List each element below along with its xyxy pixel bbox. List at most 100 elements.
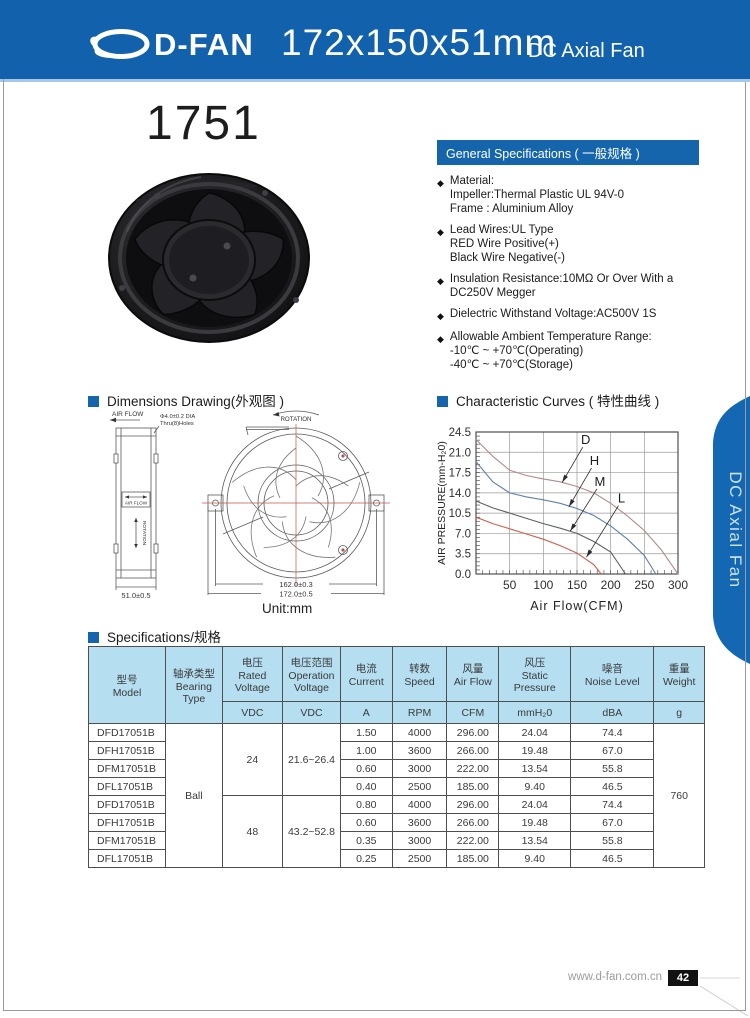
page-edge-left xyxy=(3,79,4,1010)
spec-line: Frame : Aluminium Alloy xyxy=(449,203,574,215)
spec-line: Insulation Resistance:10MΩ Or Over With … xyxy=(449,273,674,285)
diamond-bullet-icon: ◆ xyxy=(437,178,444,188)
current-cell: 1.50 xyxy=(339,723,393,742)
diamond-bullet-icon: ◆ xyxy=(437,276,444,286)
hole-note-line2: Thru(8)Holes xyxy=(160,421,194,427)
model-cell: DFH17051B xyxy=(88,741,166,760)
fan-photo xyxy=(108,173,310,343)
column-header-speed: 转数 Speed xyxy=(391,646,448,702)
spec-line: -10℃ ~ +70℃(Operating) xyxy=(449,345,584,357)
table-header: 型号 Model 轴承类型 Bearing Type 电压 Rated Voltage 电压… xyxy=(88,646,705,724)
x-tick-label: 100 xyxy=(533,578,553,592)
column-header-en: Speed xyxy=(404,675,435,688)
curve-label-L: L xyxy=(618,491,625,506)
static-pressure-cell: 9.40 xyxy=(498,849,572,868)
spec-item-lines: Insulation Resistance:10MΩ Or Over With … xyxy=(450,272,673,300)
speed-cell: 2500 xyxy=(391,777,448,796)
side-tab-label: DC Axial Fan xyxy=(726,471,745,588)
dimensions-section-title: Dimensions Drawing(外观图 ) xyxy=(88,390,284,410)
dfan-logo-icon xyxy=(90,29,150,59)
specifications-table: 型号 Model 轴承类型 Bearing Type 电压 Rated Voltage 电压… xyxy=(88,646,705,868)
spec-item-lines: Dielectric Withstand Voltage:AC500V 1S xyxy=(450,307,656,323)
dimensions-drawing: AIR FLOW Φ4.0±0.2 DIA Thru(8)Holes AIR F… xyxy=(110,410,390,600)
column-header-cn: 电流 xyxy=(355,662,377,675)
specifications-section-title: Specifications/规格 xyxy=(88,626,221,646)
operation-voltage-cell: 43.2~52.8 xyxy=(282,795,341,868)
footer-corner-lines xyxy=(699,977,749,1017)
column-header-cn: 转数 xyxy=(409,662,431,675)
footer-website[interactable]: www.d-fan.com.cn xyxy=(568,971,662,983)
column-header-en: Operation Voltage xyxy=(288,669,335,694)
spec-line: Lead Wires:UL Type xyxy=(449,224,554,236)
air-flow-label: AIR FLOW xyxy=(112,411,144,418)
speed-cell: 3000 xyxy=(391,831,448,850)
spec-line: -40℃ ~ +70℃(Storage) xyxy=(449,359,573,371)
column-unit: g xyxy=(653,701,705,724)
airflow-cell: 222.00 xyxy=(446,759,500,778)
model-cell: DFL17051B xyxy=(88,849,166,868)
airflow-cell: 222.00 xyxy=(446,831,500,850)
static-pressure-cell: 13.54 xyxy=(498,759,572,778)
x-tick-label: 300 xyxy=(668,578,688,592)
static-pressure-cell: 9.40 xyxy=(498,777,572,796)
operation-voltage-cell: 21.6~26.4 xyxy=(282,723,341,796)
column-header-rated-voltage: 电压 Rated Voltage xyxy=(221,646,284,702)
curve-label-arrowhead xyxy=(562,474,568,483)
column-header-en: Weight xyxy=(662,675,696,688)
noise-cell: 55.8 xyxy=(570,759,655,778)
rated-voltage-cell: 24 xyxy=(221,723,284,796)
curve-L xyxy=(475,516,602,575)
model-cell: DFD17051B xyxy=(88,723,166,742)
noise-cell: 46.5 xyxy=(570,849,655,868)
column-header-cn: 电压范围 xyxy=(290,656,333,669)
current-cell: 1.00 xyxy=(339,741,393,760)
table-header-row-names: 型号 Model 轴承类型 Bearing Type 电压 Rated Voltage 电压… xyxy=(88,646,705,724)
curve-M xyxy=(475,500,626,575)
current-cell: 0.40 xyxy=(339,777,393,796)
table-body: DFD17051B Ball 24 21.6~26.4 1.50 4000 296.00 24… xyxy=(88,723,705,868)
curve-H xyxy=(475,461,657,575)
column-header-cn: 重量 xyxy=(668,662,690,675)
curve-label-leader xyxy=(569,488,598,532)
static-pressure-cell: 24.04 xyxy=(498,795,572,814)
dim-outer-label: 172.0±0.5 xyxy=(279,590,312,599)
column-header-en: Model xyxy=(112,686,142,699)
front-view-drawing: ROTATION xyxy=(202,410,390,599)
x-tick-label: 50 xyxy=(503,578,517,592)
airflow-cell: 296.00 xyxy=(446,795,500,814)
curve-label-arrowhead xyxy=(568,499,575,507)
static-pressure-cell: 19.48 xyxy=(498,741,572,760)
column-header-air-flow: 风量 Air Flow xyxy=(446,646,500,702)
current-cell: 0.25 xyxy=(339,849,393,868)
column-header-current: 电流 Current xyxy=(339,646,393,702)
general-specifications-title: General Specifications ( 一般规格 ) xyxy=(437,140,699,165)
dimensions-title-text: Dimensions Drawing(外观图 ) xyxy=(107,394,285,409)
column-header-en: Static Pressure xyxy=(513,669,556,694)
y-tick-label: 21.0 xyxy=(449,447,471,459)
page-edge-bottom xyxy=(3,1010,746,1011)
column-header-cn: 电压 xyxy=(241,656,263,669)
spec-line: Impeller:Thermal Plastic UL 94V-0 xyxy=(449,189,624,201)
spec-item-lines: Lead Wires:UL Type RED Wire Positive(+) Bl… xyxy=(450,223,565,265)
spec-line: Black Wire Negative(-) xyxy=(449,252,565,264)
spec-item: ◆ Dielectric Withstand Voltage:AC500V 1S xyxy=(437,307,709,323)
table-row: DFD17051B Ball 24 21.6~26.4 1.50 4000 296.00 24… xyxy=(88,723,705,868)
column-header-cn: 轴承类型 xyxy=(172,667,215,680)
curve-label-arrowhead xyxy=(570,523,577,532)
table-row: DFH17051B 1.00 3600 266.00 19.48 67.0 xyxy=(88,741,705,760)
spec-line: RED Wire Positive(+) xyxy=(449,238,559,250)
air-flow-small-label: AIR FLOW xyxy=(125,501,148,506)
column-unit: VDC xyxy=(282,701,341,724)
model-cell: DFD17051B xyxy=(88,795,166,814)
speed-cell: 4000 xyxy=(391,723,448,742)
column-unit: dBA xyxy=(570,701,655,724)
fan-hub xyxy=(162,219,256,301)
model-number: 1751 xyxy=(146,97,261,150)
static-pressure-cell: 13.54 xyxy=(498,831,572,850)
section-bullet-icon xyxy=(88,632,99,643)
side-tab[interactable]: DC Axial Fan xyxy=(701,396,750,664)
airflow-cell: 266.00 xyxy=(446,741,500,760)
rated-voltage-cell: 48 xyxy=(221,795,284,868)
spec-item: ◆ Insulation Resistance:10MΩ Or Over With… xyxy=(437,272,709,300)
